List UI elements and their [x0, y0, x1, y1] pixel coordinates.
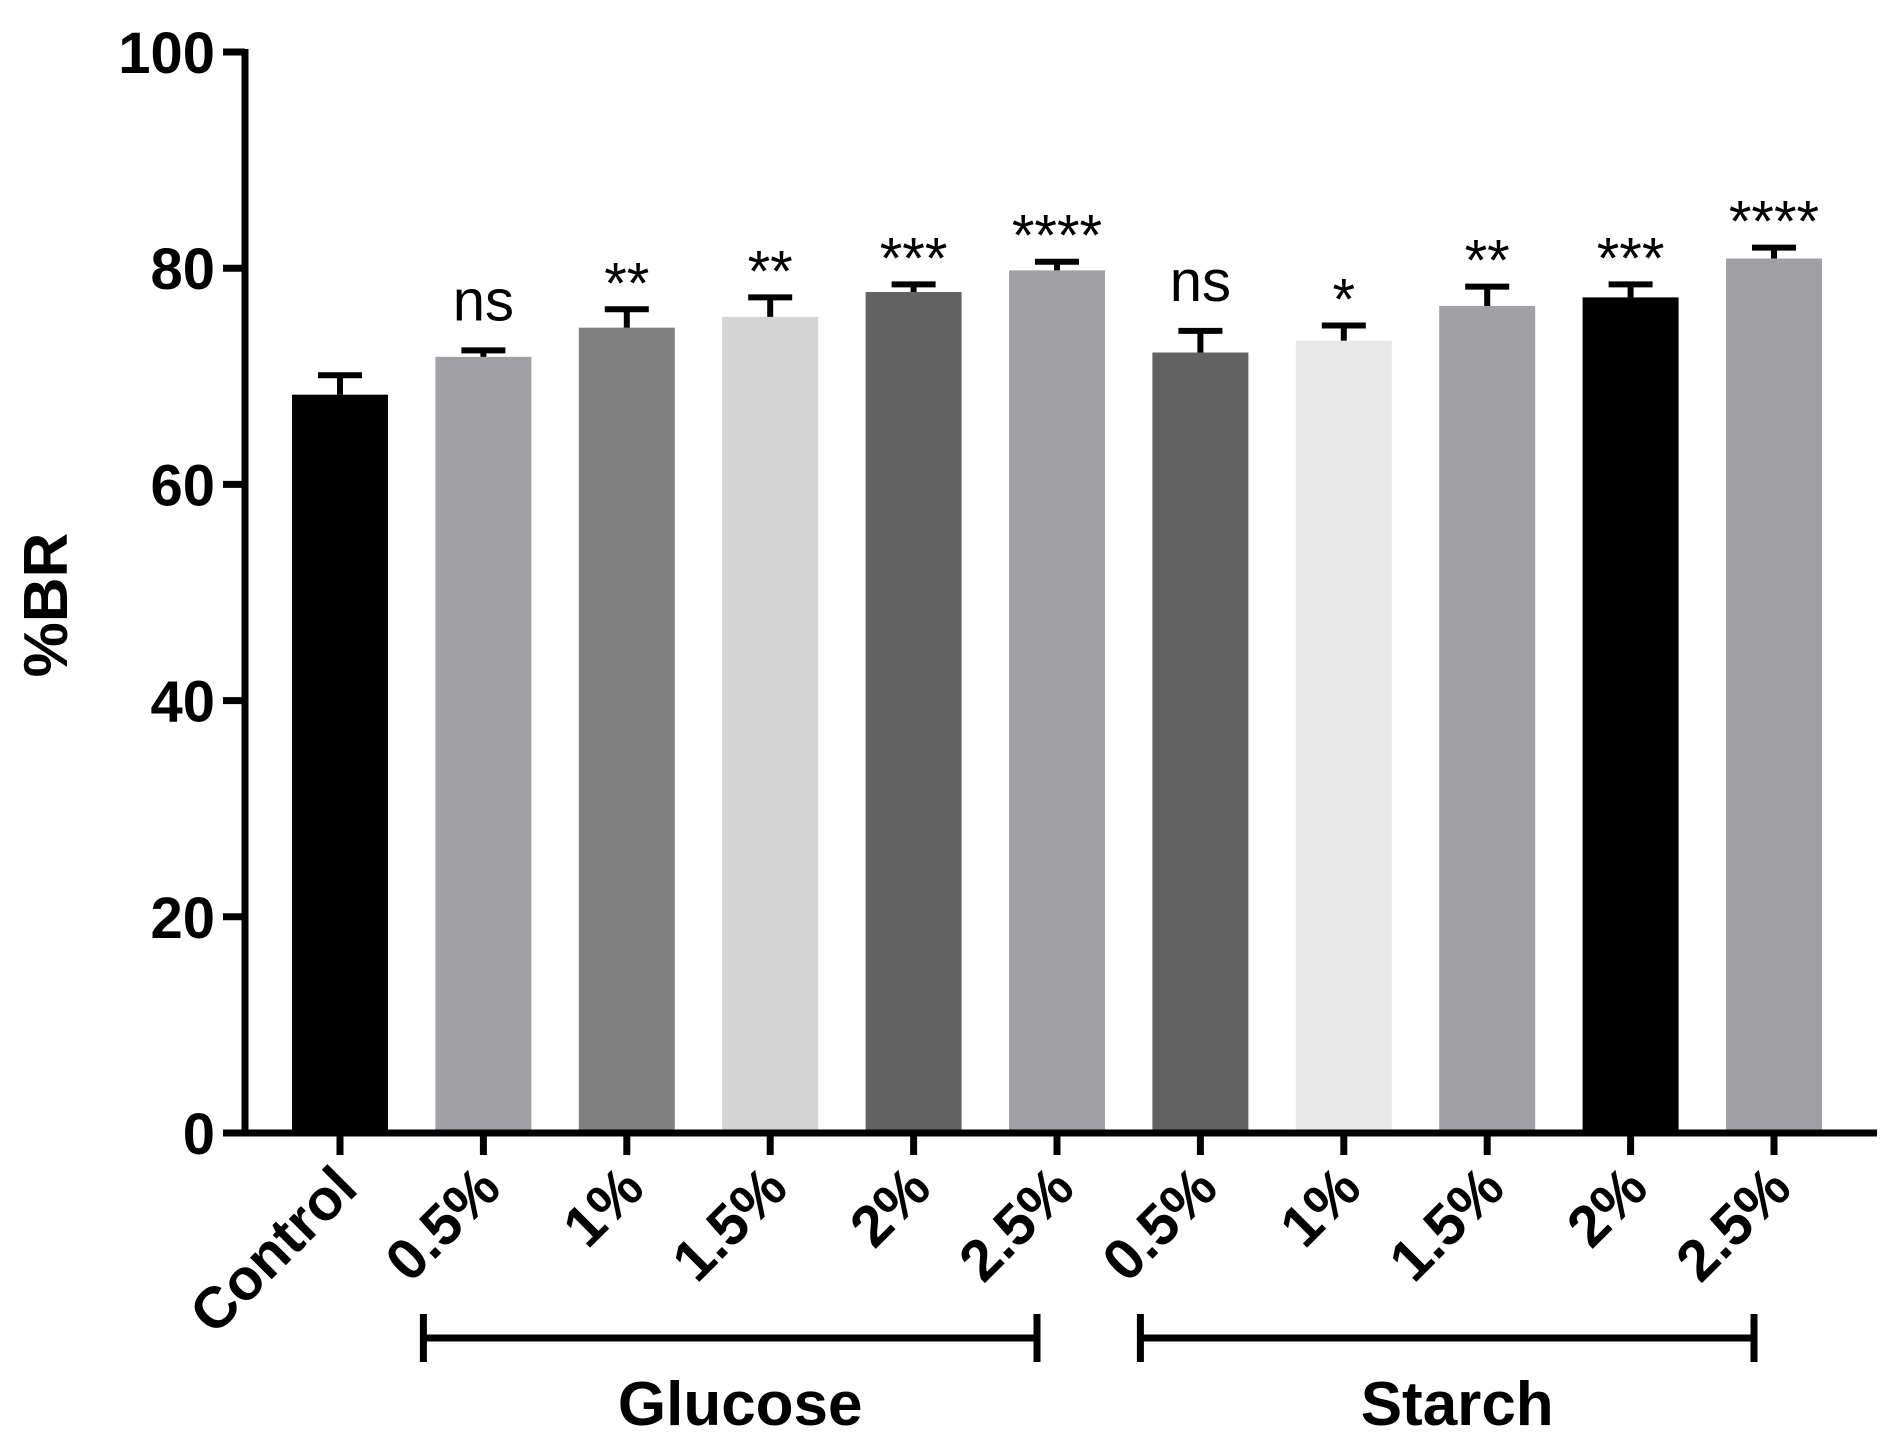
x-tick-label-9: 2% [1555, 1154, 1660, 1259]
y-tick-label-3: 60 [150, 453, 215, 518]
x-tick-label-6: 0.5% [1090, 1154, 1229, 1293]
x-tick-label-1: 0.5% [373, 1154, 512, 1293]
x-tick-label-2: 1% [551, 1154, 656, 1259]
x-tick-label-7: 1% [1268, 1154, 1373, 1259]
significance-label-9: *** [1597, 226, 1665, 291]
x-tick-label-3: 1.5% [660, 1154, 799, 1293]
bar-3 [722, 316, 819, 1134]
significance-label-4: *** [880, 226, 948, 291]
x-tick-label-0: Control [177, 1154, 369, 1346]
bar-7 [1295, 340, 1392, 1133]
y-tick-label-2: 40 [150, 670, 215, 735]
group-label-0: Glucose [618, 1370, 863, 1439]
significance-label-3: ** [748, 239, 793, 304]
x-tick-label-10: 2.5% [1664, 1154, 1803, 1293]
significance-label-2: ** [604, 251, 649, 316]
y-axis-title: %BR [12, 533, 81, 678]
bar-8 [1439, 306, 1536, 1133]
bar-0 [292, 394, 388, 1133]
bar-6 [1152, 352, 1249, 1133]
significance-label-5: **** [1012, 204, 1102, 269]
y-tick-label-4: 80 [150, 237, 215, 302]
significance-label-8: ** [1465, 229, 1510, 294]
y-tick-label-5: 100 [118, 21, 215, 86]
bar-1 [435, 356, 532, 1133]
bar-10 [1726, 258, 1822, 1133]
significance-label-1: ns [453, 268, 514, 333]
bar-9 [1582, 297, 1679, 1134]
x-tick-label-5: 2.5% [947, 1154, 1086, 1293]
significance-label-10: **** [1729, 190, 1819, 255]
x-tick-label-8: 1.5% [1377, 1154, 1516, 1293]
axes-layer [223, 48, 1877, 1362]
group-label-1: Starch [1361, 1370, 1554, 1439]
significance-label-7: * [1333, 267, 1356, 332]
bar-5 [1009, 270, 1105, 1133]
y-tick-label-1: 20 [150, 886, 215, 951]
y-tick-label-0: 0 [183, 1102, 215, 1167]
bars-layer [292, 244, 1822, 1134]
significance-label-6: ns [1170, 249, 1231, 314]
x-tick-label-4: 2% [838, 1154, 943, 1259]
bar-4 [865, 291, 962, 1133]
bar-2 [578, 327, 675, 1133]
